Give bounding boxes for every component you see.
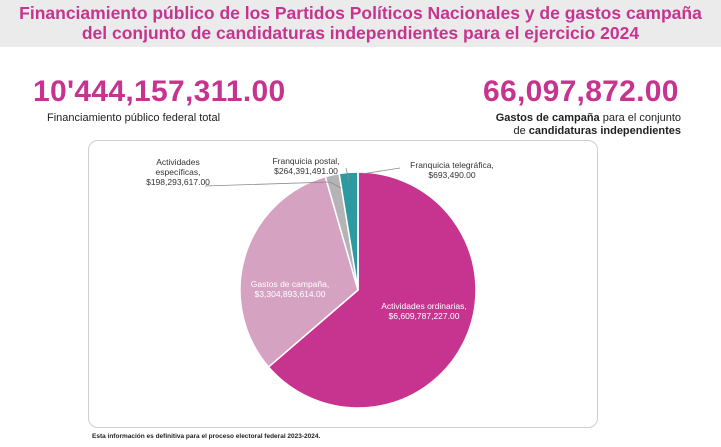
- pie-slice-gastos-de-campa-a: [239, 175, 359, 369]
- pie-label-value: $198,293,617.00: [146, 177, 210, 187]
- page-title: Financiamiento público de los Partidos P…: [0, 3, 721, 43]
- pie-labels: Actividades ordinarias, $6,609,787,227.00…: [146, 156, 494, 321]
- pie-label: Gastos de campaña, $3,304,893,614.00: [251, 279, 329, 299]
- pie-label-name: Franquicia telegráfica,: [410, 160, 494, 170]
- title-line-2: del conjunto de candidaturas independien…: [81, 23, 640, 43]
- independent-label-mid: para el conjunto: [599, 112, 681, 124]
- pie-slices: [239, 171, 477, 409]
- pie-label: Actividades específicas, $198,293,617.00: [146, 157, 210, 187]
- independent-campaign-label: Gastos de campaña para el conjunto de ca…: [471, 112, 681, 138]
- pie-label-value: $6,609,787,227.00: [389, 311, 460, 321]
- footnote: Esta información es definitiva para el p…: [92, 433, 321, 440]
- pie-label-value: $3,304,893,614.00: [255, 289, 326, 299]
- leader-line: [361, 167, 401, 175]
- leader-line: [345, 167, 350, 182]
- pie-label-name: Gastos de campaña,: [251, 279, 329, 289]
- public-funding-label: Financiamiento público federal total: [47, 112, 221, 124]
- public-funding-total: 10'444,157,311.00: [33, 75, 286, 108]
- pie-slice-actividades-ordinarias: [267, 171, 477, 409]
- title-banner: [0, 0, 721, 47]
- independent-label-bold-1: Gastos de campaña: [495, 112, 600, 124]
- pie-label: Franquicia telegráfica, $693,490.00: [410, 160, 494, 180]
- pie-label: Franquicia postal, $264,391,491.00: [272, 156, 339, 176]
- pie-label: Actividades ordinarias, $6,609,787,227.00: [381, 301, 467, 321]
- pie-label-name: Franquicia postal,: [272, 156, 339, 166]
- independent-campaign-total: 66,097,872.00: [483, 75, 679, 108]
- pie-label-name: Actividades: [156, 157, 199, 167]
- independent-label-pre: de: [513, 125, 529, 137]
- pie-label-value: $693,490.00: [428, 170, 476, 180]
- pie-label-name: Actividades ordinarias,: [381, 301, 467, 311]
- leader-line: [204, 181, 342, 189]
- independent-label-bold-2: candidaturas independientes: [528, 125, 681, 137]
- pie-label-name: específicas,: [156, 167, 201, 177]
- pie-label-value: $264,391,491.00: [274, 166, 338, 176]
- pie-leader-lines: [204, 167, 401, 189]
- title-line-1: Financiamiento público de los Partidos P…: [19, 3, 702, 23]
